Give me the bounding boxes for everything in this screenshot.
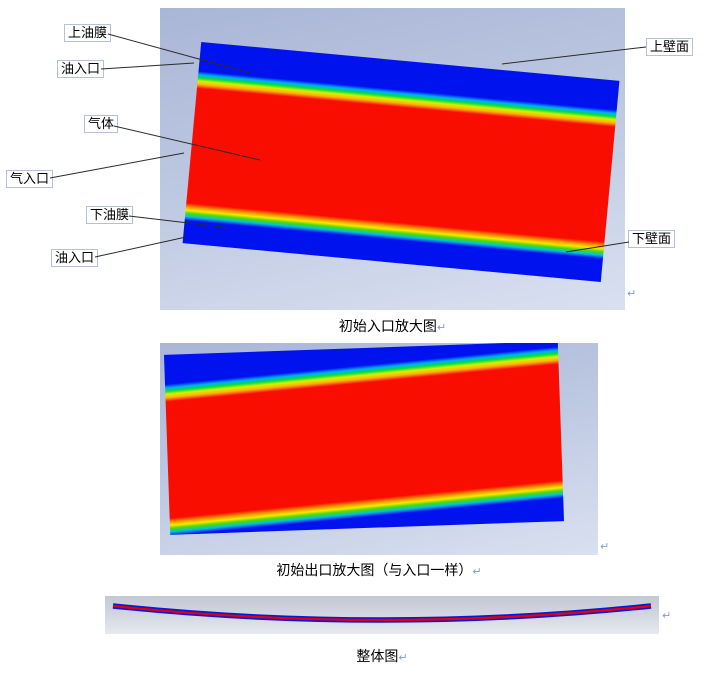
label-gas-inlet: 气入口 <box>6 170 54 188</box>
caption-text: 整体图 <box>356 648 399 664</box>
caption-text: 初始出口放大图（与入口一样） <box>276 562 473 578</box>
figure-outlet-image[interactable] <box>160 343 598 555</box>
phase-contour-inlet <box>182 42 620 282</box>
label-oil-inlet-bottom: 油入口 <box>51 249 99 267</box>
figure-overall-image[interactable] <box>105 596 659 634</box>
figure-outlet-caption: 初始出口放大图（与入口一样）↵ <box>160 562 598 579</box>
paragraph-mark: ↵ <box>436 321 447 334</box>
label-gas: 气体 <box>84 115 119 133</box>
figure-overall-caption: 整体图↵ <box>105 648 659 665</box>
channel-gas-line <box>112 604 652 622</box>
label-lower-oil-film: 下油膜 <box>86 206 134 224</box>
paragraph-mark: ↵ <box>662 609 672 622</box>
overall-channel-curve <box>112 603 652 623</box>
paragraph-mark: ↵ <box>472 565 482 578</box>
paragraph-mark: ↵ <box>627 287 637 300</box>
label-lower-wall: 下壁面 <box>628 230 676 248</box>
label-upper-oil-film: 上油膜 <box>64 24 112 42</box>
label-upper-wall: 上壁面 <box>646 38 694 56</box>
caption-text: 初始入口放大图 <box>338 318 437 334</box>
label-oil-inlet-top: 油入口 <box>57 60 105 78</box>
paragraph-mark: ↵ <box>398 651 408 664</box>
phase-contour-outlet <box>163 343 565 535</box>
paragraph-mark: ↵ <box>600 540 610 553</box>
figure-inlet-caption: 初始入口放大图↵ <box>160 318 625 335</box>
figure-inlet-image[interactable] <box>160 8 625 310</box>
